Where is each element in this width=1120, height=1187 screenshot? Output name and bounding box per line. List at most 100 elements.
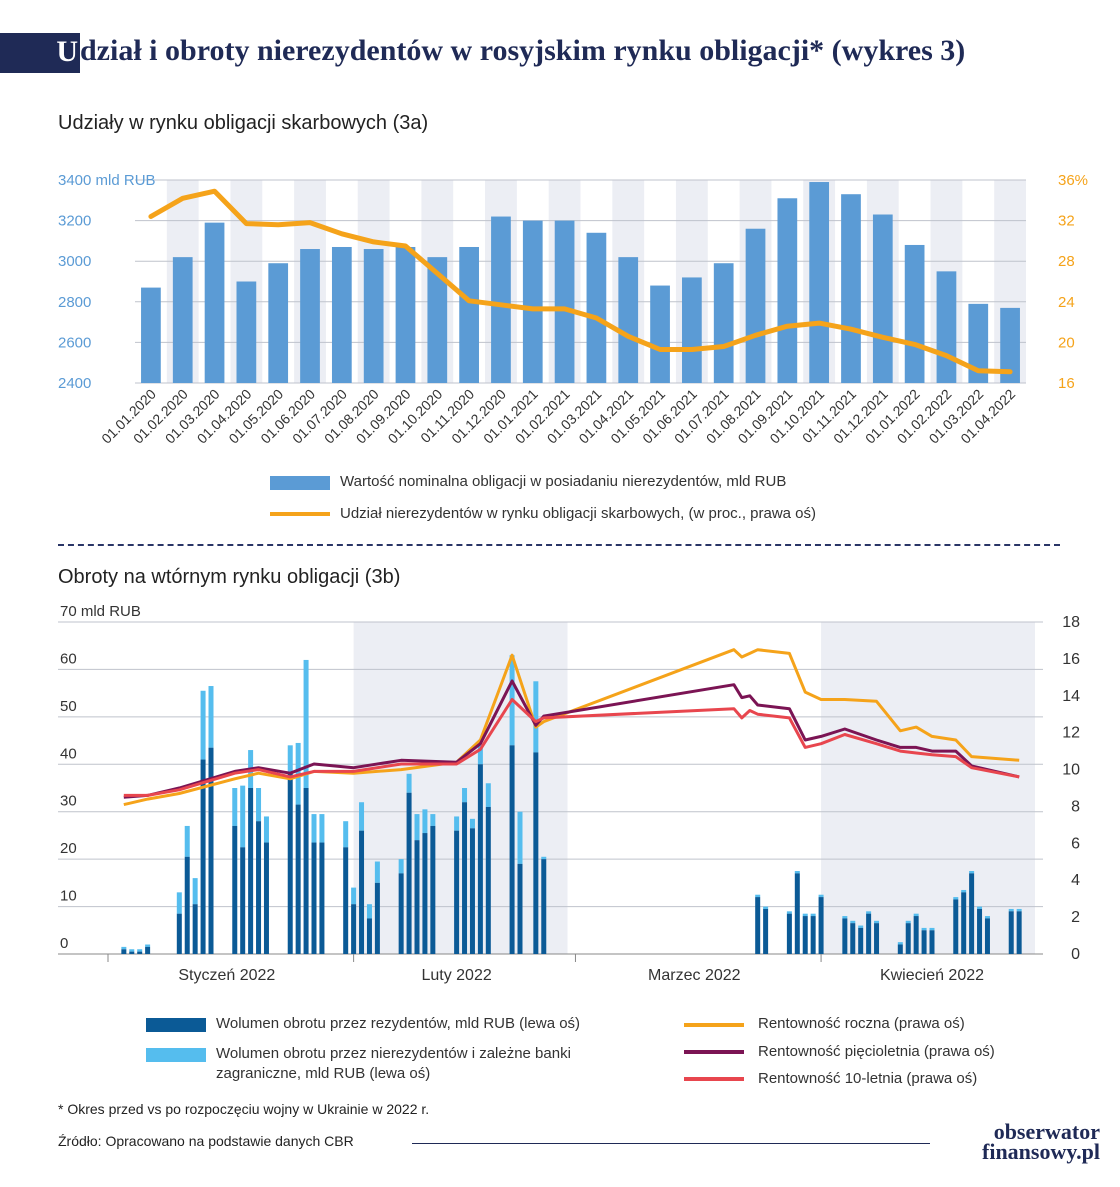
bar-nonresident xyxy=(263,816,269,843)
bar-resident xyxy=(953,899,959,954)
bar-nonresident xyxy=(921,927,927,931)
legend-dark-bar-swatch xyxy=(146,1018,206,1032)
bar-resident xyxy=(430,825,436,954)
bar-nonresident xyxy=(422,809,428,834)
bar-nonresident xyxy=(1008,908,1014,912)
bar-resident xyxy=(295,804,301,954)
bar-nonresident xyxy=(287,745,293,774)
y2-tick-label: 14 xyxy=(1062,688,1080,705)
bar-nonresident xyxy=(533,681,539,753)
bar-nonresident xyxy=(240,785,246,848)
bar-resident xyxy=(509,745,515,954)
bar-nonresident xyxy=(977,906,983,909)
bar-resident xyxy=(469,828,475,954)
bar-nonresident xyxy=(366,904,372,919)
bar-resident xyxy=(850,923,856,954)
bar-nonresident xyxy=(232,788,238,826)
bar-nonresident xyxy=(755,894,761,898)
legend-yield-10y-swatch xyxy=(684,1077,744,1081)
bar-nonresident xyxy=(517,811,523,864)
legend-light-bar-swatch xyxy=(146,1048,206,1062)
bar-resident xyxy=(866,913,872,954)
bar-nonresident xyxy=(200,690,206,760)
bar xyxy=(554,220,575,383)
bar-resident xyxy=(763,908,769,954)
bar-resident xyxy=(858,927,864,954)
bar-nonresident xyxy=(984,916,990,919)
bar xyxy=(650,285,670,383)
y2-tick-label: 12 xyxy=(1062,725,1080,742)
bar-nonresident xyxy=(842,916,848,919)
y-tick-label: 10 xyxy=(60,888,77,905)
bar-nonresident xyxy=(462,788,468,803)
section-divider xyxy=(58,544,1060,546)
bar-nonresident xyxy=(303,659,309,788)
bar xyxy=(459,246,479,383)
y2-tick-label: 6 xyxy=(1071,835,1080,852)
bar-nonresident xyxy=(913,913,919,917)
bar xyxy=(395,246,416,383)
y2-tick-label: 36% xyxy=(1058,172,1088,189)
y-tick-label: 3000 xyxy=(58,253,91,270)
x-month-label: Kwiecień 2022 xyxy=(880,967,984,984)
footnote: * Okres przed vs po rozpoczęciu wojny w … xyxy=(58,1101,430,1117)
y-tick-label: 2400 xyxy=(58,375,91,392)
logo-line-2: finansowy.pl xyxy=(982,1139,1100,1164)
x-month-label: Styczeń 2022 xyxy=(178,967,275,984)
y-tick-label: 2800 xyxy=(58,294,91,311)
bar-nonresident xyxy=(454,816,460,831)
bar-nonresident xyxy=(319,814,325,843)
bar-nonresident xyxy=(469,818,475,829)
bar xyxy=(618,257,639,383)
y-tick-label: 30 xyxy=(60,793,77,810)
legend-line-swatch xyxy=(270,512,330,516)
bar xyxy=(586,232,607,383)
bar-resident xyxy=(200,759,206,954)
bar-nonresident xyxy=(414,814,420,841)
shade-period xyxy=(821,622,1035,954)
legend-bar-swatch xyxy=(270,476,330,490)
bar-resident xyxy=(351,904,357,954)
bar-resident xyxy=(176,913,182,954)
bar-nonresident xyxy=(802,913,808,917)
y2-tick-label: 16 xyxy=(1058,375,1075,392)
bar-nonresident xyxy=(351,887,357,905)
bar-resident xyxy=(984,918,990,954)
bar xyxy=(904,244,925,383)
bar xyxy=(872,214,893,383)
bar-nonresident xyxy=(485,783,491,807)
bar-nonresident xyxy=(129,949,135,952)
bar-nonresident xyxy=(969,871,975,874)
y2-tick-label: 0 xyxy=(1071,946,1080,963)
bar-resident xyxy=(905,923,911,954)
page-title: dział i obroty nierezydentów w rosyjskim… xyxy=(80,34,966,67)
bar-nonresident xyxy=(192,878,198,905)
y-tick-label: 70 mld RUB xyxy=(60,603,141,620)
bar xyxy=(363,249,384,383)
y-tick-label: 20 xyxy=(60,840,77,857)
bar-resident xyxy=(263,842,269,954)
bar-resident xyxy=(343,847,349,954)
bar-resident xyxy=(303,788,309,954)
title-initial: U xyxy=(56,35,78,68)
legend-yield-1y-label: Rentowność roczna (prawa oś) xyxy=(758,1015,965,1032)
bar-nonresident xyxy=(176,892,182,914)
bar-resident xyxy=(311,842,317,954)
bar-nonresident xyxy=(874,920,880,924)
bar-nonresident xyxy=(398,859,404,874)
bar-resident xyxy=(462,802,468,954)
bar xyxy=(745,228,766,383)
y-tick-label: 0 xyxy=(60,935,68,952)
y-tick-label: 2600 xyxy=(58,334,91,351)
bar-nonresident xyxy=(145,944,151,947)
logo-line-1: obserwator xyxy=(993,1119,1100,1144)
bar-resident xyxy=(485,806,491,954)
bar xyxy=(268,263,289,383)
bar-resident xyxy=(287,773,293,954)
y2-tick-label: 8 xyxy=(1071,798,1080,815)
y2-tick-label: 28 xyxy=(1058,253,1075,270)
y-tick-label: 60 xyxy=(60,650,77,667)
bar-resident xyxy=(192,904,198,954)
bar-resident xyxy=(897,944,903,954)
yield-10y-line xyxy=(123,698,1020,797)
